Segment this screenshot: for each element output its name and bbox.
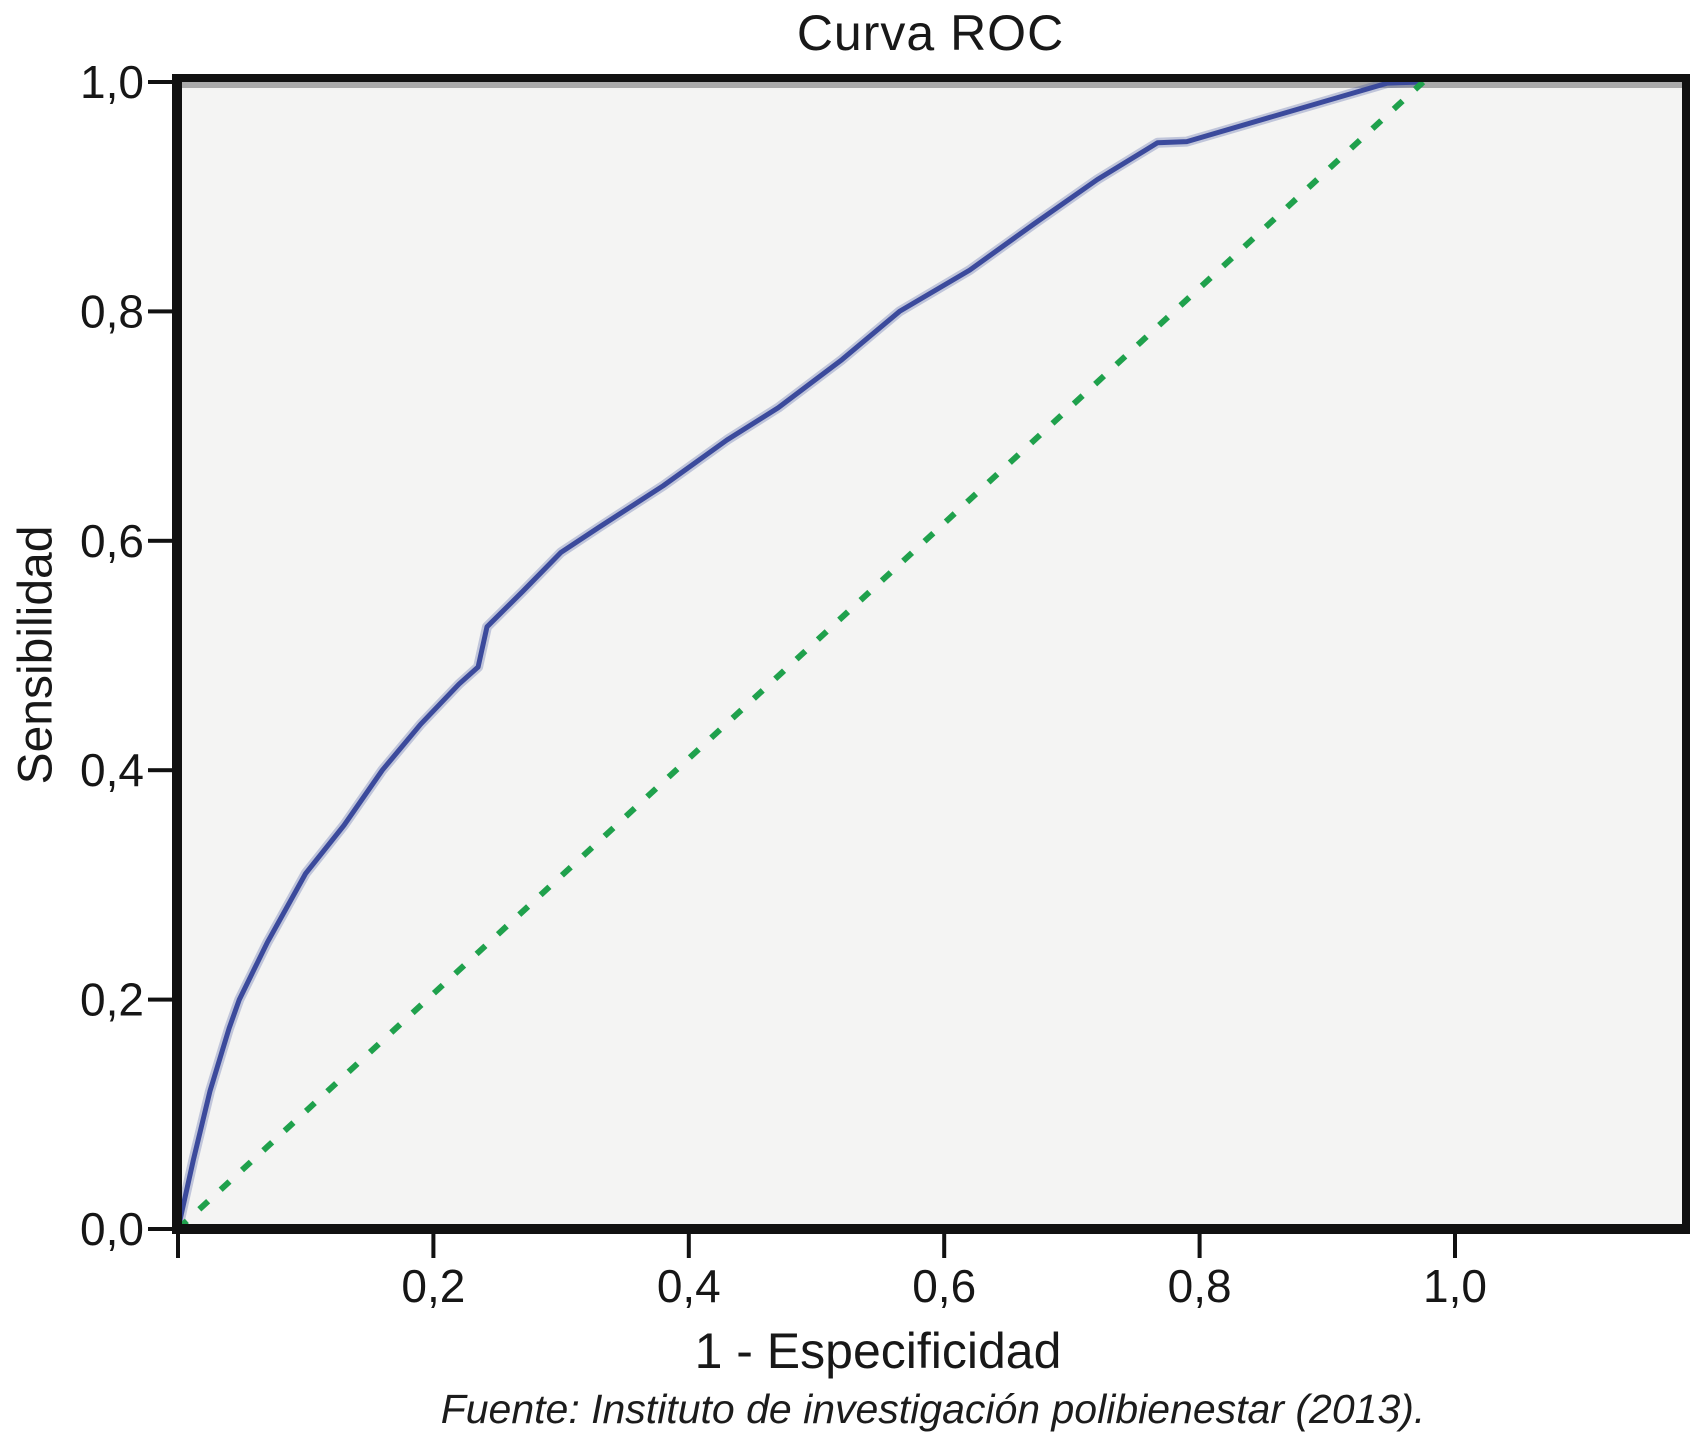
x-axis-title: 1 - Especificidad — [694, 1323, 1062, 1379]
y-tick-label: 0,6 — [80, 515, 144, 567]
y-tick-label: 0,4 — [80, 744, 144, 796]
source-caption: Fuente: Instituto de investigación polib… — [440, 1386, 1426, 1432]
y-tick-mark — [148, 997, 172, 1002]
plot-frame-right — [1682, 74, 1690, 1234]
y-tick-mark — [148, 309, 172, 314]
y-tick-mark — [148, 538, 172, 543]
plot-frame-accent — [182, 82, 1682, 88]
roc-curve — [175, 79, 1424, 1230]
x-tick-label: 0,8 — [1168, 1260, 1232, 1312]
y-tick-mark — [148, 768, 172, 773]
y-tick-label: 1,0 — [80, 56, 144, 108]
x-tick-label: 1,0 — [1423, 1260, 1487, 1312]
x-tick-mark — [942, 1234, 947, 1258]
x-tick-mark — [1453, 1234, 1457, 1258]
reference-line — [175, 79, 1426, 1232]
plot-frame-top — [172, 74, 1690, 82]
x-tick-mark — [1197, 1234, 1202, 1258]
x-tick-mark — [431, 1234, 436, 1258]
chart-title: Curva ROC — [796, 5, 1065, 61]
x-tick-mark — [176, 1234, 180, 1258]
y-tick-label: 0,2 — [80, 974, 144, 1026]
y-axis-line — [172, 74, 182, 1234]
y-tick-mark — [148, 80, 172, 84]
x-tick-mark — [686, 1234, 691, 1258]
y-tick-label: 0,0 — [80, 1203, 144, 1255]
plot-area — [172, 74, 1690, 1234]
y-tick-mark — [148, 1227, 172, 1231]
x-axis-line — [172, 1224, 1690, 1234]
x-tick-label: 0,4 — [657, 1260, 721, 1312]
x-tick-label: 0,6 — [912, 1260, 976, 1312]
y-tick-label: 0,8 — [80, 285, 144, 337]
x-tick-label: 0,2 — [401, 1260, 465, 1312]
